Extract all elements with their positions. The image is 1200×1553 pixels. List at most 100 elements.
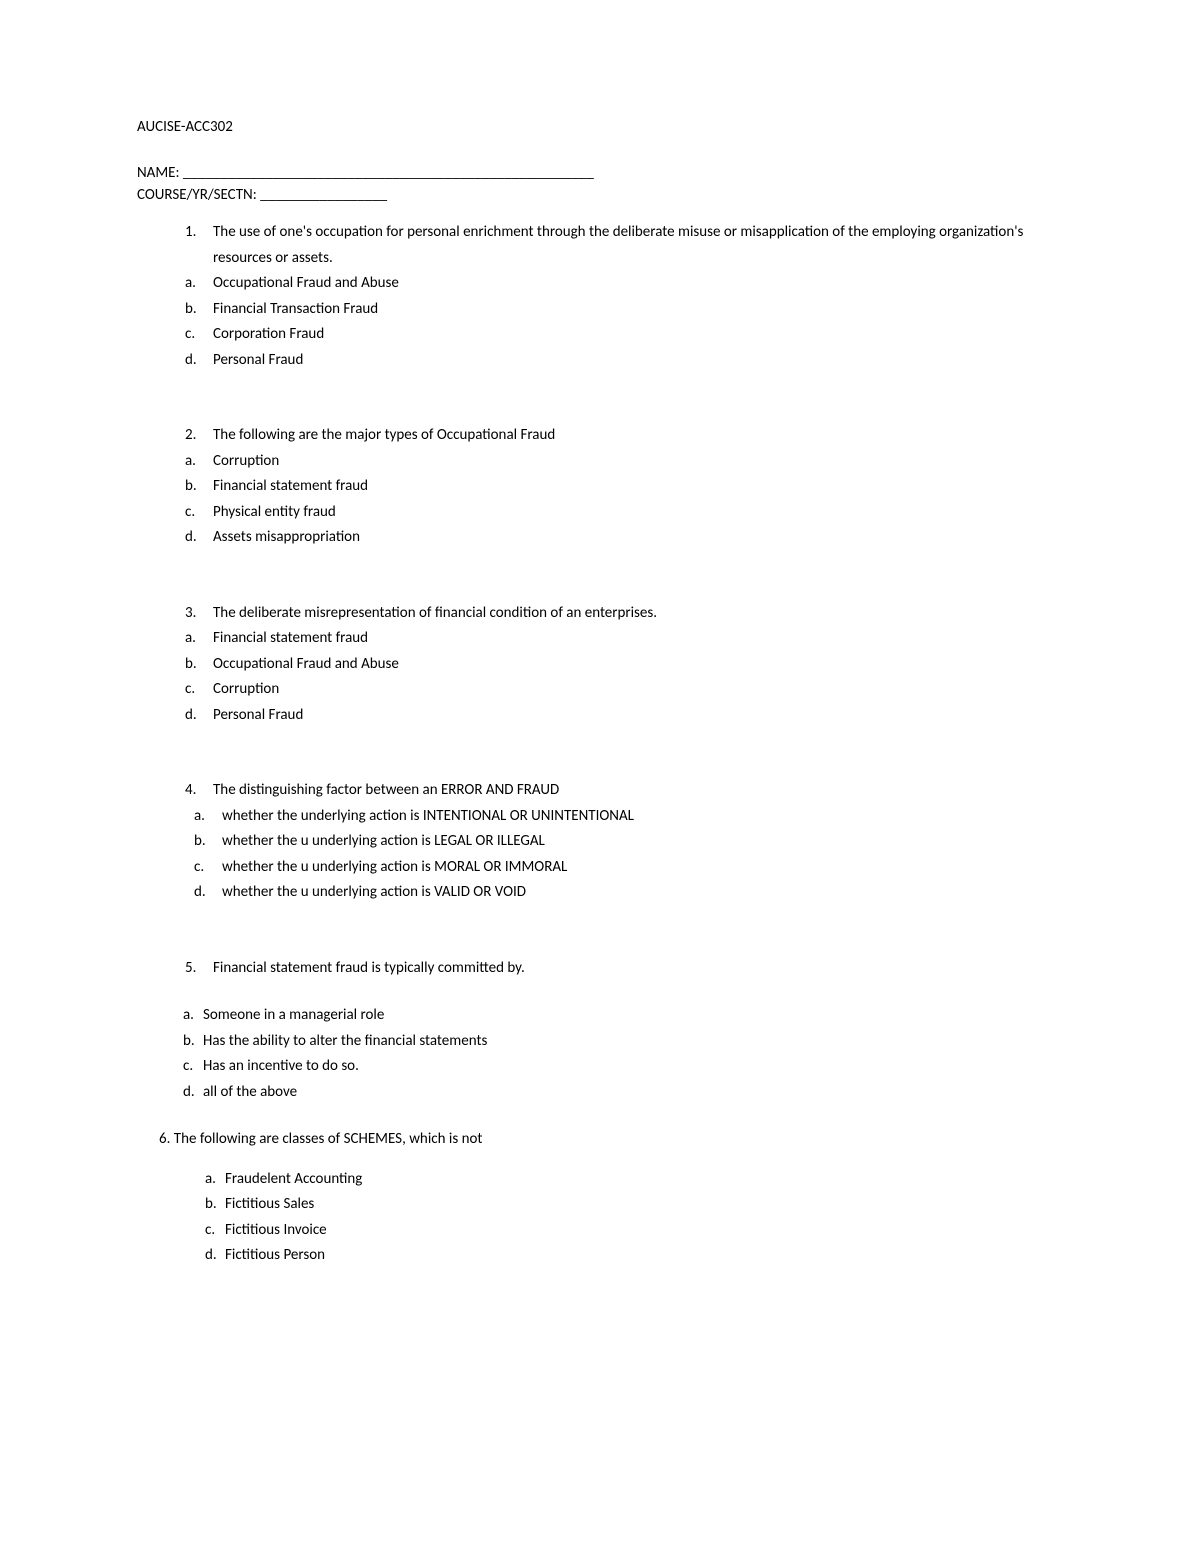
option-text: whether the u underlying action is MORAL… [222,855,1063,881]
question-3: 3. The deliberate misrepresentation of f… [185,601,1063,729]
option-a: a.Fraudelent Accounting [205,1167,1063,1193]
options-list: a.whether the underlying action is INTEN… [185,804,1063,906]
option-letter: d. [185,525,213,551]
option-text: whether the underlying action is INTENTI… [222,804,1063,830]
option-text: Occupational Fraud and Abuse [213,652,1063,678]
option-text: all of the above [203,1080,1063,1106]
option-letter: c. [205,1218,225,1244]
question-stem-text: The following are classes of SCHEMES, wh… [174,1130,483,1148]
option-letter: a. [205,1167,225,1193]
option-letter: c. [185,677,213,703]
question-stem-text: The following are the major types of Occ… [213,423,1063,449]
option-text: Personal Fraud [213,703,1063,729]
option-d: d.all of the above [183,1080,1063,1106]
option-letter: b. [185,474,213,500]
option-a: a.Financial statement fraud [185,626,1063,652]
question-5: 5. Financial statement fraud is typicall… [185,956,1063,982]
course-section-field-label: COURSE/YR/SECTN: _________________ [137,186,1063,204]
option-c: c.whether the u underlying action is MOR… [194,855,1063,881]
option-b: b.Occupational Fraud and Abuse [185,652,1063,678]
question-number: 6. [159,1130,170,1148]
option-d: d.Fictitious Person [205,1243,1063,1269]
question-number: 2. [185,423,213,449]
question-stem-text: Financial statement fraud is typically c… [213,956,1063,982]
option-letter: a. [194,804,222,830]
option-letter: c. [194,855,222,881]
option-text: Personal Fraud [213,348,1063,374]
question-number: 1. [185,220,213,271]
options-list: a.Financial statement fraud b.Occupation… [185,626,1063,728]
question-stem: 4. The distinguishing factor between an … [185,778,1063,804]
option-letter: b. [194,829,222,855]
question-stem: 3. The deliberate misrepresentation of f… [185,601,1063,627]
option-text: Financial Transaction Fraud [213,297,1063,323]
question-number: 5. [185,956,213,982]
question-number: 4. [185,778,213,804]
option-d: d.Assets misappropriation [185,525,1063,551]
option-d: d.whether the u underlying action is VAL… [194,880,1063,906]
option-letter: d. [183,1080,203,1106]
option-letter: a. [183,1003,203,1029]
question-6-stem: 6. The following are classes of SCHEMES,… [137,1127,1063,1153]
questions-container: 1. The use of one's occupation for perso… [137,220,1063,981]
option-text: whether the u underlying action is VALID… [222,880,1063,906]
option-text: Fraudelent Accounting [225,1167,1063,1193]
option-text: Assets misappropriation [213,525,1063,551]
option-letter: b. [185,297,213,323]
question-stem-text: The distinguishing factor between an ERR… [213,778,1063,804]
option-text: Fictitious Sales [225,1192,1063,1218]
option-letter: d. [185,348,213,374]
option-text: Corruption [213,677,1063,703]
question-stem: 2. The following are the major types of … [185,423,1063,449]
option-b: b.Financial Transaction Fraud [185,297,1063,323]
option-letter: d. [185,703,213,729]
option-text: Someone in a managerial role [203,1003,1063,1029]
question-1: 1. The use of one's occupation for perso… [185,220,1063,373]
option-c: c.Physical entity fraud [185,500,1063,526]
option-text: Corporation Fraud [213,322,1063,348]
options-list: a.Occupational Fraud and Abuse b.Financi… [185,271,1063,373]
option-b: b.Has the ability to alter the financial… [183,1029,1063,1055]
option-c: c.Has an incentive to do so. [183,1054,1063,1080]
question-stem: 5. Financial statement fraud is typicall… [185,956,1063,982]
option-a: a.Corruption [185,449,1063,475]
option-text: whether the u underlying action is LEGAL… [222,829,1063,855]
question-5-options: a.Someone in a managerial role b.Has the… [137,1003,1063,1105]
question-2: 2. The following are the major types of … [185,423,1063,551]
option-text: Physical entity fraud [213,500,1063,526]
option-text: Financial statement fraud [213,626,1063,652]
option-letter: a. [185,271,213,297]
option-b: b.whether the u underlying action is LEG… [194,829,1063,855]
option-letter: b. [205,1192,225,1218]
option-letter: a. [185,626,213,652]
option-b: b.Fictitious Sales [205,1192,1063,1218]
option-text: Corruption [213,449,1063,475]
option-text: Has an incentive to do so. [203,1054,1063,1080]
option-d: d.Personal Fraud [185,703,1063,729]
option-c: c.Corporation Fraud [185,322,1063,348]
option-d: d.Personal Fraud [185,348,1063,374]
option-text: Has the ability to alter the financial s… [203,1029,1063,1055]
question-4: 4. The distinguishing factor between an … [185,778,1063,906]
option-letter: c. [185,322,213,348]
option-a: a.whether the underlying action is INTEN… [194,804,1063,830]
option-a: a.Occupational Fraud and Abuse [185,271,1063,297]
option-letter: b. [183,1029,203,1055]
question-stem-text: The deliberate misrepresentation of fina… [213,601,1063,627]
question-stem-text: The use of one's occupation for personal… [213,220,1063,271]
option-text: Financial statement fraud [213,474,1063,500]
option-letter: a. [185,449,213,475]
option-a: a.Someone in a managerial role [183,1003,1063,1029]
name-field-label: NAME: __________________________________… [137,164,1063,182]
option-b: b.Financial statement fraud [185,474,1063,500]
option-letter: b. [185,652,213,678]
question-6-options: a.Fraudelent Accounting b.Fictitious Sal… [137,1167,1063,1269]
option-letter: c. [183,1054,203,1080]
question-stem: 1. The use of one's occupation for perso… [185,220,1063,271]
course-code: AUCISE-ACC302 [137,118,1063,136]
option-text: Fictitious Person [225,1243,1063,1269]
option-letter: d. [205,1243,225,1269]
option-letter: d. [194,880,222,906]
options-list: a.Corruption b.Financial statement fraud… [185,449,1063,551]
question-number: 3. [185,601,213,627]
